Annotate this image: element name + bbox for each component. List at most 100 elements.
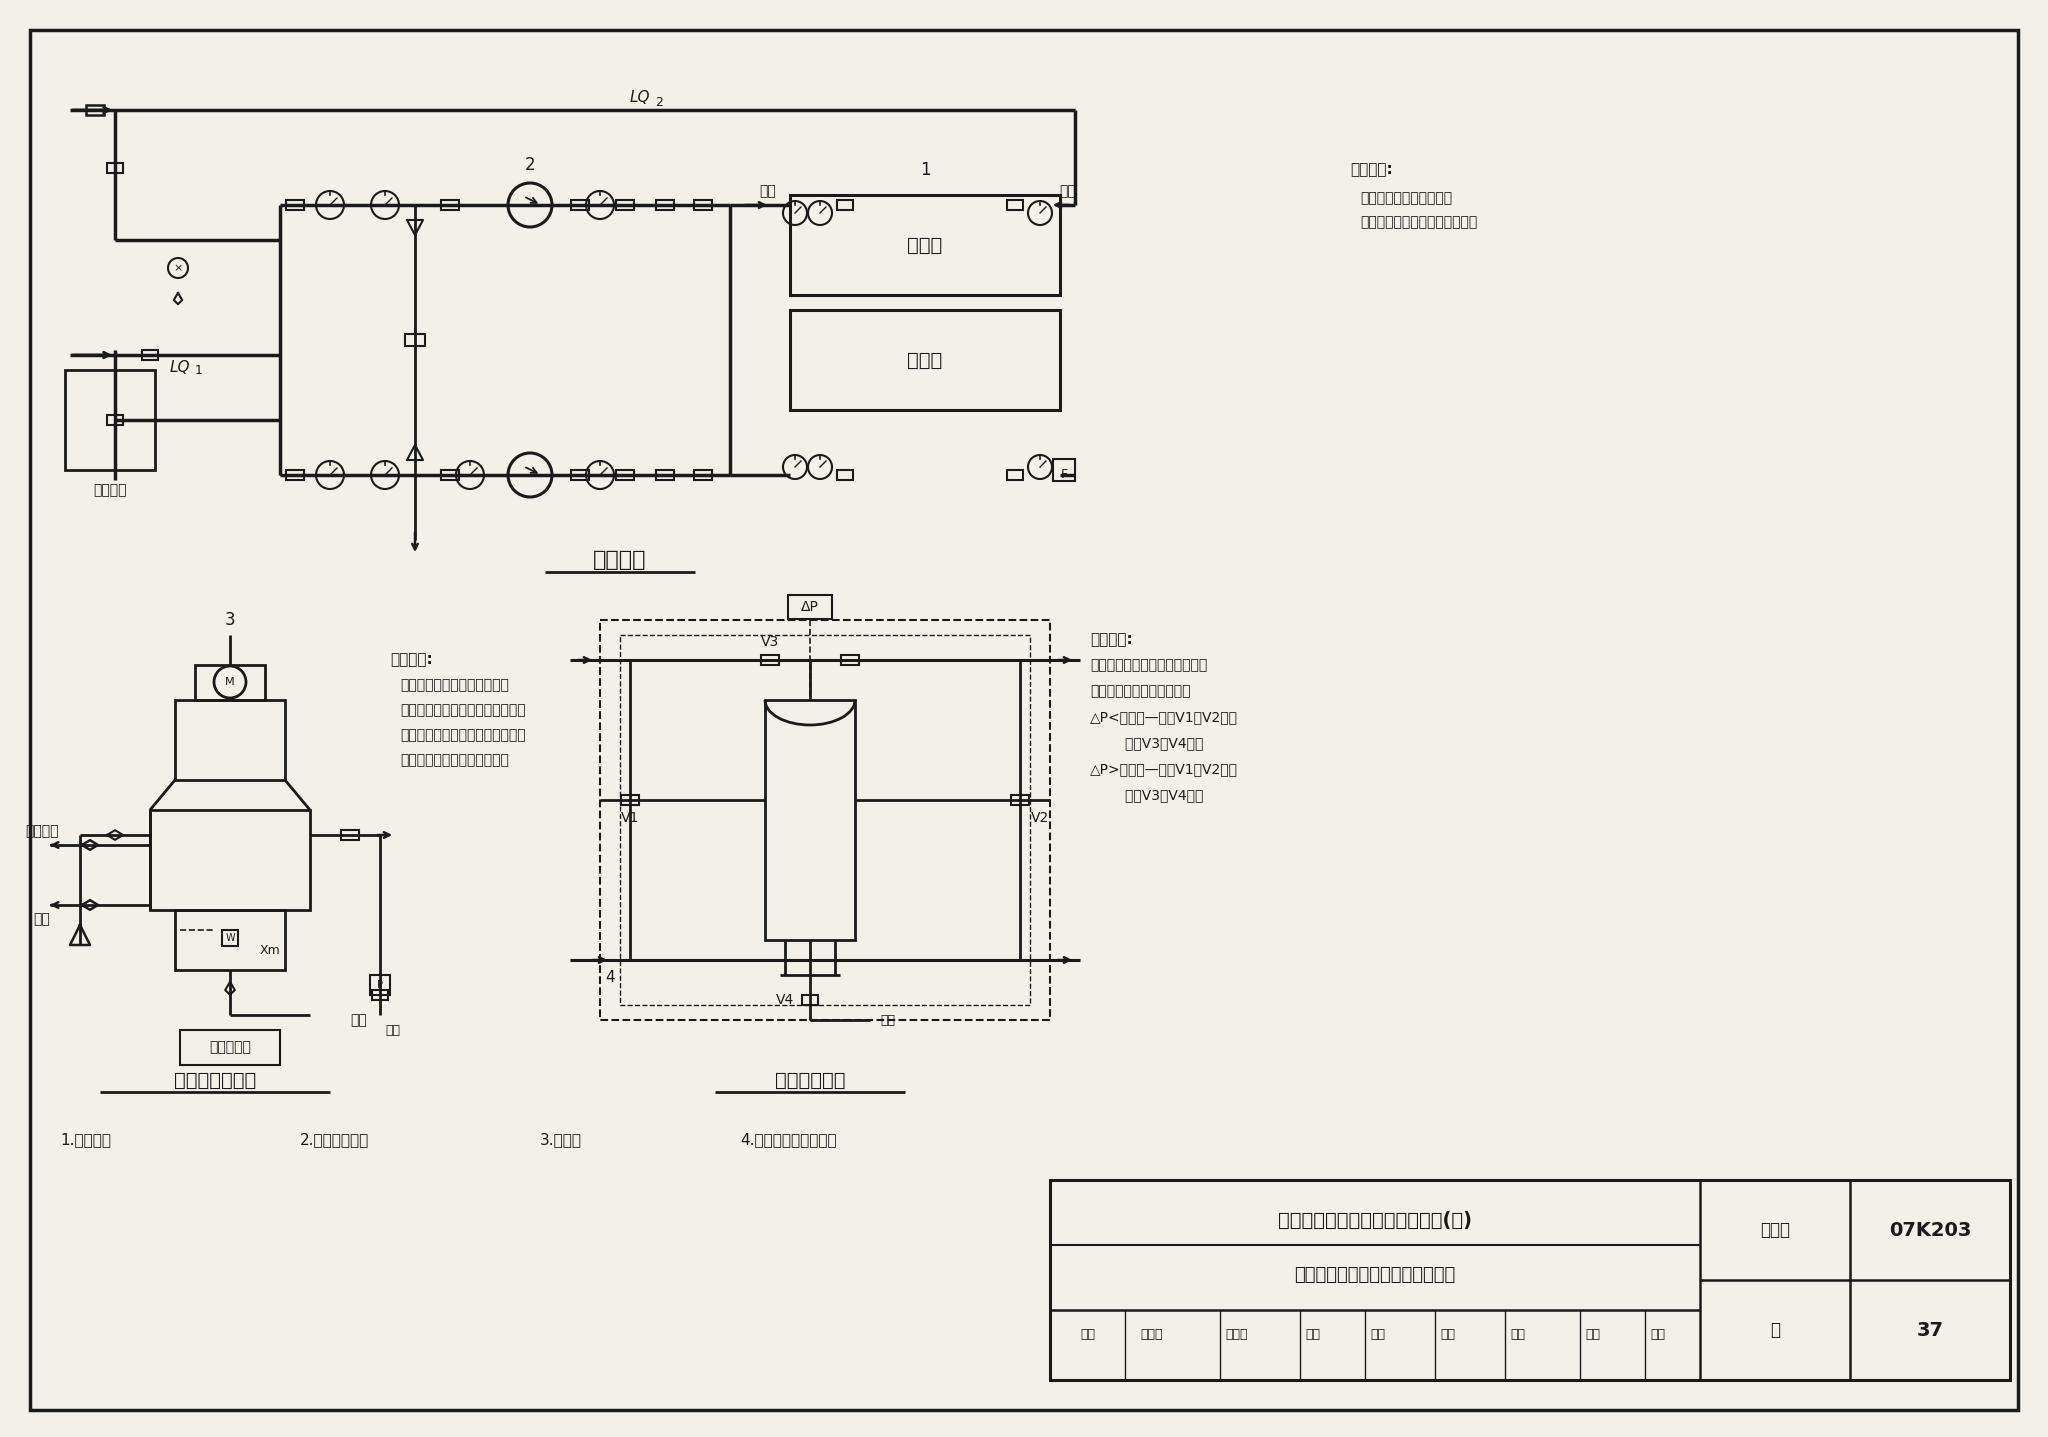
Text: 37: 37 [1917,1321,1944,1339]
Text: 阀门V3、V4关闭: 阀门V3、V4关闭 [1090,736,1204,750]
Bar [694,200,713,210]
Text: ΔP: ΔP [801,601,819,614]
Text: 2: 2 [655,95,664,109]
Bar [106,415,123,425]
Text: 自动过滤控制: 自动过滤控制 [774,1071,846,1089]
Bar [621,635,1030,1004]
Text: 接制冷机组: 接制冷机组 [209,1040,252,1053]
Text: LQ: LQ [170,359,190,375]
Bar [150,810,309,910]
Bar [1053,458,1075,481]
Bar [571,470,590,480]
Bar [762,655,778,665]
Text: 王现: 王现 [1370,1328,1384,1342]
Text: 3: 3 [225,611,236,629]
Bar [86,105,104,115]
Bar [342,829,358,841]
Text: 根据设于冷却塔集水盘的水质: 根据设于冷却塔集水盘的水质 [399,678,508,693]
Bar [1051,1180,2009,1380]
Text: V3: V3 [762,635,778,650]
Text: 运行策略:: 运行策略: [389,652,432,668]
Bar [440,200,459,210]
Bar [287,470,303,480]
Text: 塔排污电动阀的开启和关闭。: 塔排污电动阀的开启和关闭。 [399,753,508,767]
Text: 阀门V3、V4开启: 阀门V3、V4开启 [1090,787,1204,802]
Bar [180,1030,281,1065]
Text: 冬季灌水: 冬季灌水 [25,823,59,838]
Bar [571,200,590,210]
Text: P: P [377,980,383,990]
Bar [1008,470,1024,480]
Text: 赵斌: 赵斌 [1585,1328,1599,1342]
Bar [621,795,639,805]
Text: 冷水: 冷水 [1059,184,1077,198]
Bar [106,164,123,172]
Text: 监测传感器，通过测量电导率及所: 监测传感器，通过测量电导率及所 [399,703,526,717]
Text: 1: 1 [195,365,203,378]
Bar [195,665,264,700]
Text: 冷却塔旁通管电动调节阀开度。: 冷却塔旁通管电动调节阀开度。 [1360,216,1477,228]
Text: 设计: 设计 [1509,1328,1526,1342]
Text: Xm: Xm [260,944,281,957]
Text: 矿砚: 矿砚 [1440,1328,1454,1342]
Text: △P<设定值—阀门V1、V2开启: △P<设定值—阀门V1、V2开启 [1090,710,1237,724]
Text: 蒸发器: 蒸发器 [907,236,942,254]
Text: 运行策略:: 运行策略: [1090,632,1133,648]
Text: ×: × [174,263,182,273]
Text: 4: 4 [606,970,614,986]
Text: W: W [225,933,236,943]
Text: F: F [1061,468,1067,481]
Text: 泄水: 泄水 [350,1013,367,1027]
Text: 3.冷却塔: 3.冷却塔 [541,1132,582,1148]
Text: 1: 1 [920,161,930,180]
Bar [174,700,285,780]
Text: 何七李: 何七李 [1225,1328,1247,1342]
Text: 设定的浓缩倍率值，自动控制冷却: 设定的浓缩倍率值，自动控制冷却 [399,729,526,741]
Text: 4.水处理自动过滤装置: 4.水处理自动过滤装置 [739,1132,838,1148]
Text: M: M [225,677,236,687]
Text: 2.冷却水循环泵: 2.冷却水循环泵 [299,1132,369,1148]
Bar [406,333,426,346]
Bar [655,470,674,480]
Text: 页: 页 [1769,1321,1780,1339]
Text: 伍小亭: 伍小亭 [1141,1328,1163,1342]
Text: 冷凝器: 冷凝器 [907,351,942,369]
Bar [141,351,158,359]
Bar [766,700,854,940]
Bar [287,200,303,210]
Text: 排污: 排污 [881,1013,895,1026]
Text: LQ: LQ [629,91,651,105]
Text: 旁通、冷却塔排污、自动过滤控制: 旁通、冷却塔排污、自动过滤控制 [1294,1266,1456,1285]
Text: 运行策略:: 运行策略: [1350,162,1393,178]
Text: 1.冷水机组: 1.冷水机组 [59,1132,111,1148]
Bar [788,595,831,619]
Bar [174,910,285,970]
Bar [842,655,858,665]
Bar [791,195,1061,295]
Bar [66,369,156,470]
Text: 冷却塔排污控制: 冷却塔排污控制 [174,1071,256,1089]
Bar [803,996,817,1004]
Text: 赵斌: 赵斌 [1651,1328,1665,1342]
Bar [221,930,238,946]
Text: 旁通控制: 旁通控制 [594,550,647,570]
Bar [838,470,854,480]
Text: 接冷却塔: 接冷却塔 [94,483,127,497]
Text: 补水: 补水 [33,912,51,925]
Text: 审核: 审核 [1079,1328,1096,1342]
Text: 2: 2 [524,157,535,174]
Bar [694,470,713,480]
Bar [1012,795,1028,805]
Text: 07K203: 07K203 [1888,1220,1970,1240]
Bar [1008,200,1024,210]
Bar [616,470,635,480]
Text: V2: V2 [1030,810,1049,825]
Bar [791,310,1061,410]
Bar [600,619,1051,1020]
Bar [373,990,387,1000]
Text: 根据冷却塔出水温度控制: 根据冷却塔出水温度控制 [1360,191,1452,205]
Text: 空调冷却水系统通用自控原理图(三): 空调冷却水系统通用自控原理图(三) [1278,1210,1473,1230]
Text: △P>设定值—阀门V1、V2关闭: △P>设定值—阀门V1、V2关闭 [1090,762,1237,776]
Text: 校对: 校对 [1305,1328,1321,1342]
Text: V4: V4 [776,993,795,1007]
